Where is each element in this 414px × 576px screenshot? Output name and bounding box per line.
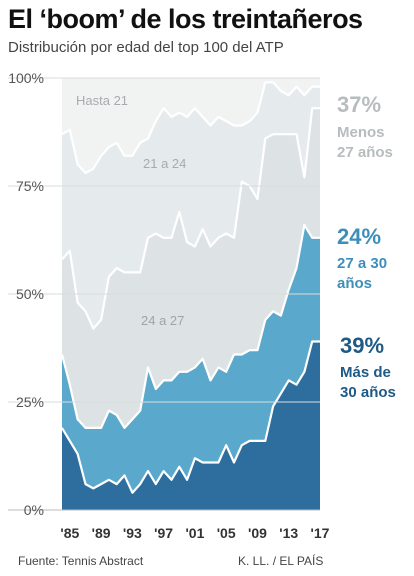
- more-30-label-line2: 30 años: [340, 384, 396, 401]
- x-tick-label: '85: [60, 525, 79, 541]
- menos-27-label-line1: Menos: [337, 124, 385, 141]
- chart-title: El ‘boom’ de los treintañeros: [8, 4, 363, 34]
- boundary-line-1: [60, 223, 320, 429]
- y-tick-label: 75%: [16, 178, 44, 194]
- mid-percent: 24%: [337, 224, 381, 249]
- x-tick-label: '89: [92, 525, 111, 541]
- x-tick-label: '93: [123, 525, 142, 541]
- area-24-a-27: [62, 108, 320, 428]
- label-24-a-27: 24 a 27: [141, 313, 184, 328]
- x-tick-label: '09: [248, 525, 267, 541]
- source-note: Fuente: Tennis Abstract: [18, 554, 144, 568]
- boundary-line-3: [61, 81, 320, 175]
- x-axis-ticks: '85 '89 '93 '97 '01 '05 '09 '13 '17: [60, 525, 329, 541]
- mid-label-line1: 27 a 30: [337, 255, 387, 272]
- menos-27-label-line2: 27 años: [337, 144, 393, 161]
- boundary-line-2: [61, 107, 320, 330]
- x-tick-label: '05: [217, 525, 236, 541]
- boundary-lines: [60, 81, 320, 494]
- x-tick-label: '13: [279, 525, 298, 541]
- area-hasta-21: [62, 78, 320, 173]
- y-tick-label: 100%: [8, 70, 44, 86]
- more-30-percent: 39%: [340, 333, 384, 358]
- more-30-label-line1: Más de: [340, 364, 391, 381]
- menos-27-percent: 37%: [337, 92, 381, 117]
- area-más-de-30-años: [62, 341, 320, 510]
- y-axis-ticks: 0% 25% 50% 75% 100%: [8, 70, 44, 518]
- y-tick-label: 50%: [16, 286, 44, 302]
- x-tick-label: '17: [311, 525, 330, 541]
- credit-note: K. LL. / EL PAÍS: [238, 554, 324, 568]
- x-tick-label: '01: [185, 525, 204, 541]
- y-tick-label: 0%: [24, 502, 44, 518]
- gridlines: [8, 77, 320, 511]
- y-tick-label: 25%: [16, 394, 44, 410]
- x-tick-label: '97: [154, 525, 173, 541]
- mid-label-line2: años: [337, 275, 372, 292]
- area-21-a-24: [62, 82, 320, 329]
- label-hasta-21: Hasta 21: [76, 93, 128, 108]
- label-21-a-24: 21 a 24: [143, 156, 186, 171]
- boundary-line-0: [61, 340, 320, 494]
- chart-subtitle: Distribución por edad del top 100 del AT…: [8, 39, 284, 56]
